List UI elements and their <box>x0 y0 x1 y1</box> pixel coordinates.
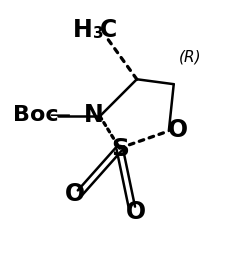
Text: —: — <box>50 105 71 125</box>
Text: H: H <box>73 18 92 42</box>
Text: (R): (R) <box>179 50 201 65</box>
Text: S: S <box>111 137 129 161</box>
Text: O: O <box>168 118 188 142</box>
Text: 3: 3 <box>93 26 104 41</box>
Text: O: O <box>125 200 146 224</box>
Text: O: O <box>65 182 85 206</box>
Text: Boc: Boc <box>13 105 59 125</box>
Text: N: N <box>84 103 104 127</box>
Text: C: C <box>100 18 117 42</box>
